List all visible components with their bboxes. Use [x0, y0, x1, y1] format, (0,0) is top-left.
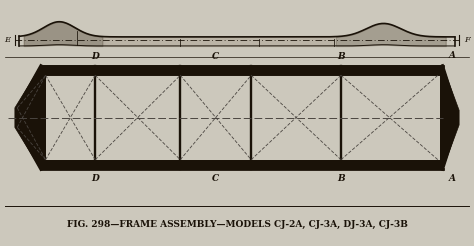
- Text: A: A: [448, 173, 456, 183]
- Polygon shape: [15, 65, 459, 169]
- Text: D: D: [91, 52, 99, 61]
- Text: C: C: [212, 173, 219, 183]
- Text: FIG. 298—FRAME ASSEMBLY—MODELS CJ-2A, CJ-3A, DJ-3A, CJ-3B: FIG. 298—FRAME ASSEMBLY—MODELS CJ-2A, CJ…: [66, 220, 408, 229]
- Text: D: D: [91, 173, 99, 183]
- Text: F: F: [464, 36, 470, 44]
- Text: C: C: [212, 52, 219, 61]
- Text: E: E: [4, 36, 10, 44]
- Text: B: B: [337, 52, 345, 61]
- Text: A: A: [448, 51, 456, 60]
- Polygon shape: [46, 75, 440, 160]
- Text: B: B: [337, 173, 345, 183]
